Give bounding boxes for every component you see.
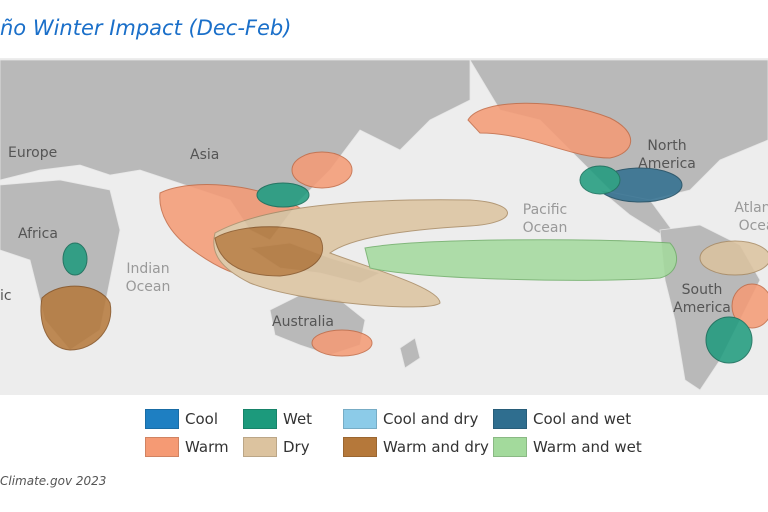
legend-item: Cool and dry — [343, 409, 478, 429]
title: ño Winter Impact (Dec-Feb) — [0, 16, 292, 40]
legend-label: Warm and dry — [383, 438, 489, 456]
map-label: Asia — [190, 147, 220, 163]
map-label: Australia — [272, 314, 334, 330]
legend-label: Wet — [283, 410, 313, 428]
legend-swatch — [493, 437, 527, 457]
legend-item: Cool and wet — [493, 409, 631, 429]
legend-label: Cool — [185, 410, 218, 428]
impact-regions — [40, 102, 768, 364]
legend-swatch — [343, 409, 377, 429]
map-label: Indian Ocean — [125, 261, 171, 295]
map-label: ic — [0, 288, 12, 304]
map-label: Atlantic Ocean — [734, 200, 768, 234]
legend-swatch — [243, 437, 277, 457]
legend-label: Warm — [185, 438, 229, 456]
legend-swatch — [343, 437, 377, 457]
legend-item: Warm — [145, 437, 229, 457]
legend-swatch — [145, 409, 179, 429]
legend-swatch — [145, 437, 179, 457]
map-label: South America — [673, 282, 731, 316]
legend-item: Wet — [243, 409, 312, 429]
legend-swatch — [493, 409, 527, 429]
map-label: North America — [638, 138, 696, 172]
legend-item: Dry — [243, 437, 310, 457]
map-label: Africa — [18, 226, 58, 242]
legend-item: Warm and dry — [343, 437, 489, 457]
map-label: Pacific Ocean — [522, 202, 568, 236]
legend-item: Warm and wet — [493, 437, 642, 457]
legend-item: Cool — [145, 409, 218, 429]
map — [0, 58, 768, 395]
legend-label: Cool and dry — [383, 410, 479, 428]
map-label: Europe — [8, 145, 58, 161]
legend-label: Cool and wet — [533, 410, 632, 428]
legend-label: Warm and wet — [533, 438, 642, 456]
legend-swatch — [243, 409, 277, 429]
source: Climate.gov 2023 — [0, 474, 107, 488]
legend-label: Dry — [283, 438, 310, 456]
